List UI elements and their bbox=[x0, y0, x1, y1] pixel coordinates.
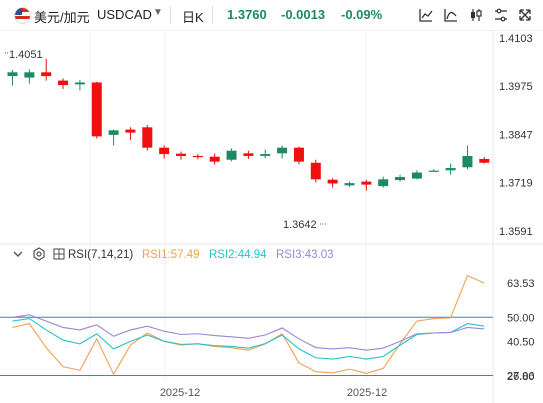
price-change-percent: -0.09% bbox=[341, 7, 383, 22]
price-tick-label: 1.3975 bbox=[499, 81, 533, 93]
candle-up bbox=[344, 183, 355, 186]
collapse-icon[interactable] bbox=[12, 248, 24, 263]
gear-icon[interactable] bbox=[32, 247, 46, 264]
price-tick-label: 1.3591 bbox=[499, 226, 533, 238]
candle-down bbox=[361, 181, 372, 185]
candle-up bbox=[108, 130, 119, 135]
high-price-label: 1.4051 bbox=[9, 49, 43, 61]
chevron-down-icon[interactable]: ▼ bbox=[153, 7, 163, 18]
rsi-tick-label: 50.00 bbox=[507, 312, 535, 324]
rsi-title: RSI(7,14,21) bbox=[68, 249, 134, 261]
time-axis-label: 2025-12 bbox=[160, 387, 200, 399]
rsi1-value: RSI1:57.49 bbox=[142, 249, 200, 261]
candle-down bbox=[243, 153, 254, 156]
candle-down bbox=[293, 147, 304, 162]
chart-grid bbox=[0, 30, 543, 403]
candle-down bbox=[91, 82, 102, 137]
candle-down bbox=[41, 72, 52, 77]
low-price-label: 1.3642 bbox=[283, 219, 317, 231]
rsi2-value: RSI2:44.94 bbox=[209, 249, 267, 261]
candle-up bbox=[277, 147, 288, 154]
rsi-tick-label: 26.80 bbox=[507, 371, 535, 383]
divider bbox=[170, 6, 171, 24]
rsi-series-line bbox=[12, 274, 485, 376]
time-axis-label: 2025-12 bbox=[347, 387, 387, 399]
rsi-tick-label: 27.06 bbox=[507, 370, 535, 382]
candle-up bbox=[260, 154, 271, 156]
candle-down bbox=[310, 162, 321, 180]
candle-up bbox=[226, 150, 237, 160]
toolbar: 美元/加元 USDCAD ▼ 日K 1.3760 -0.0013 -0.09% bbox=[0, 0, 543, 31]
candle-down bbox=[479, 158, 490, 163]
candle-down bbox=[327, 179, 338, 184]
candle-up bbox=[395, 177, 406, 181]
settings-icon[interactable] bbox=[491, 5, 511, 25]
indicator-icon[interactable] bbox=[441, 5, 461, 25]
candle-down bbox=[192, 155, 203, 158]
price-tick-label: 1.3847 bbox=[499, 129, 533, 141]
candle-down bbox=[125, 129, 136, 133]
divider bbox=[212, 6, 213, 24]
candles bbox=[5, 52, 490, 225]
candle-up bbox=[7, 72, 18, 77]
chart-type-icon[interactable] bbox=[466, 5, 486, 25]
usdcad-flag-icon bbox=[14, 7, 31, 24]
candle-up bbox=[428, 170, 439, 172]
rsi-header: RSI(7,14,21) RSI1:57.49 RSI2:44.94 RSI3:… bbox=[0, 247, 543, 265]
candle-down bbox=[159, 147, 170, 155]
candle-up bbox=[462, 155, 473, 168]
rsi-tick-label: 40.50 bbox=[507, 336, 535, 348]
last-price: 1.3760 bbox=[227, 7, 267, 22]
price-axis: 1.4103 1.3975 1.3847 1.3719 1.3591 bbox=[499, 33, 533, 238]
candle-down bbox=[142, 127, 153, 148]
price-change: -0.0013 bbox=[281, 7, 326, 22]
rsi-series-line bbox=[12, 314, 485, 351]
candle-up bbox=[445, 168, 456, 171]
rsi-series-line bbox=[12, 317, 485, 360]
candle-up bbox=[378, 179, 389, 187]
candle-down bbox=[176, 153, 186, 156]
candle-down bbox=[58, 80, 69, 86]
candle-up bbox=[74, 82, 85, 85]
price-tick-label: 1.3719 bbox=[499, 178, 533, 190]
rsi-tick-label: 63.53 bbox=[507, 278, 535, 290]
indicator-box-icon[interactable] bbox=[53, 248, 65, 263]
rsi3-value: RSI3:43.03 bbox=[276, 249, 334, 261]
drawing-icon[interactable] bbox=[416, 5, 436, 25]
symbol-code[interactable]: USDCAD bbox=[97, 7, 152, 22]
candle-down bbox=[209, 156, 220, 162]
candle-up bbox=[24, 72, 35, 78]
price-tick-label: 1.4103 bbox=[499, 33, 533, 45]
fullscreen-icon[interactable] bbox=[515, 5, 535, 25]
symbol-name-cn[interactable]: 美元/加元 bbox=[34, 10, 90, 25]
candle-up bbox=[411, 172, 422, 179]
period-selector[interactable]: 日K bbox=[182, 10, 204, 25]
time-axis: 2025-12 2025-12 bbox=[160, 387, 387, 399]
